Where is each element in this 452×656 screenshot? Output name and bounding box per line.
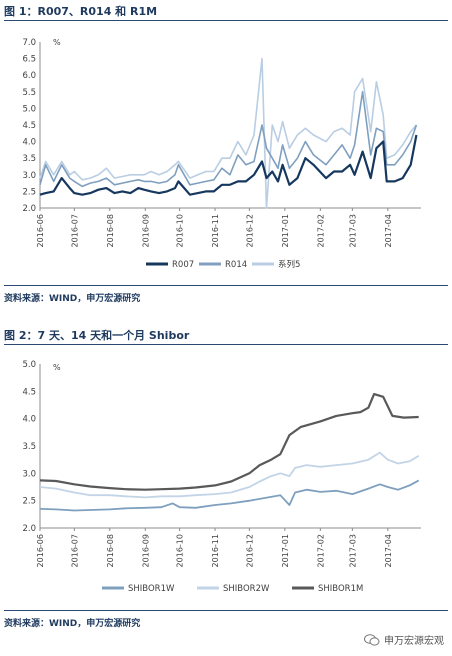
- legend-label: R014: [225, 260, 247, 270]
- legend-label: 系列5: [278, 259, 300, 270]
- y-tick-label: 6.0: [22, 71, 36, 81]
- y-tick-label: 2.5: [22, 497, 36, 507]
- x-tick-label: 2016-12: [245, 534, 254, 567]
- series-line-SHIBOR1M: [39, 392, 419, 491]
- y-tick-label: 5.0: [22, 104, 36, 114]
- y-tick-label: 4.0: [22, 138, 36, 148]
- y-tick-label: 3.0: [22, 171, 36, 181]
- x-tick-label: 2017-02: [316, 214, 325, 247]
- x-tick-label: 2016-06: [36, 214, 45, 247]
- y-tick-label: 2.0: [22, 524, 36, 534]
- legend-label: SHIBOR1W: [128, 584, 175, 594]
- figure-1-source-note: 资料来源：WIND，申万宏源研究: [4, 294, 141, 304]
- y-tick-label: 3.0: [22, 469, 36, 479]
- figure-2-series-lines: [39, 392, 420, 512]
- y-tick-label: 6.5: [22, 55, 36, 65]
- figure-2-y-unit: %: [53, 363, 61, 372]
- x-tick-label: 2016-07: [70, 534, 79, 567]
- series-line-SHIBOR1W: [39, 479, 420, 512]
- figure-1-legend: R007 R014 系列5: [146, 259, 300, 270]
- x-tick-label: 2016-11: [211, 214, 220, 247]
- figure-2-axes: 2.0 2.5 3.0 3.5 4.0 4.5 5.0 2016-06 2016-07 2016-…: [22, 360, 421, 567]
- figure-1-source-rule: [4, 285, 448, 286]
- legend-label: R007: [172, 260, 194, 270]
- figure-1-title: 图 1：R007、R014 和 R1M: [4, 5, 158, 18]
- y-tick-label: 3.5: [22, 442, 36, 452]
- x-tick-label: 2016-09: [141, 214, 150, 247]
- series-line-R014: [39, 91, 418, 188]
- figure-2-line-chart: % 2.0 2.5 3.0 3.5 4.0 4.5 5.0 2016-06 2016-07 201…: [22, 360, 421, 594]
- x-tick-label: 2016-10: [176, 534, 185, 567]
- figure-2-source-note: 资料来源：WIND，申万宏源研究: [4, 619, 141, 629]
- series-line-系列5: [39, 57, 418, 209]
- figure-2-title-rule: [4, 344, 448, 345]
- x-tick-label: 2017-03: [348, 214, 357, 247]
- x-tick-label: 2016-11: [211, 534, 220, 567]
- y-tick-label: 3.5: [22, 154, 36, 164]
- x-tick-label: 2017-02: [316, 534, 325, 567]
- legend-label: SHIBOR1M: [318, 584, 363, 594]
- x-tick-label: 2016-08: [106, 214, 115, 247]
- x-tick-label: 2017-03: [348, 534, 357, 567]
- x-tick-label: 2017-04: [384, 214, 393, 247]
- x-tick-label: 2017-04: [384, 534, 393, 567]
- figure-1-line-chart: % 2.0 2.5 3.0 3.5 4.0 4.5 5.0 5.5 6.0 6.5 7.0 2016-…: [22, 38, 421, 270]
- y-tick-label: 4.5: [22, 387, 36, 397]
- x-tick-label: 2016-07: [70, 214, 79, 247]
- figure-1-title-rule: [4, 20, 448, 21]
- legend-label: SHIBOR2W: [223, 584, 270, 594]
- x-tick-label: 2016-08: [106, 534, 115, 567]
- x-tick-label: 2016-06: [36, 534, 45, 567]
- figure-2-legend: SHIBOR1W SHIBOR2W SHIBOR1M: [102, 584, 363, 594]
- x-tick-label: 2016-09: [141, 534, 150, 567]
- figure-2-source-rule: [4, 610, 448, 611]
- y-tick-label: 2.0: [22, 204, 36, 214]
- series-line-R007: [39, 134, 418, 196]
- watermark-text: 申万宏源宏观: [384, 636, 444, 647]
- wechat-logo-icon: [364, 633, 380, 646]
- figure-2-title: 图 2：7 天、14 天和一个月 Shibor: [4, 329, 190, 342]
- y-tick-label: 2.5: [22, 187, 36, 197]
- y-tick-label: 5.5: [22, 88, 36, 98]
- series-line-SHIBOR2W: [39, 451, 420, 499]
- figure-1-axes: 2.0 2.5 3.0 3.5 4.0 4.5 5.0 5.5 6.0 6.5 7.0 2016-06…: [22, 38, 421, 247]
- figure-1-y-unit: %: [53, 38, 61, 47]
- watermark: 申万宏源宏观: [364, 632, 444, 647]
- y-tick-label: 5.0: [22, 360, 36, 370]
- x-tick-label: 2017-01: [281, 534, 290, 567]
- x-tick-label: 2016-10: [176, 214, 185, 247]
- x-tick-label: 2016-12: [245, 214, 254, 247]
- y-tick-label: 4.5: [22, 121, 36, 131]
- y-tick-label: 7.0: [22, 38, 36, 48]
- figure-1-series-lines: [39, 57, 418, 209]
- x-tick-label: 2017-01: [281, 214, 290, 247]
- y-tick-label: 4.0: [22, 415, 36, 425]
